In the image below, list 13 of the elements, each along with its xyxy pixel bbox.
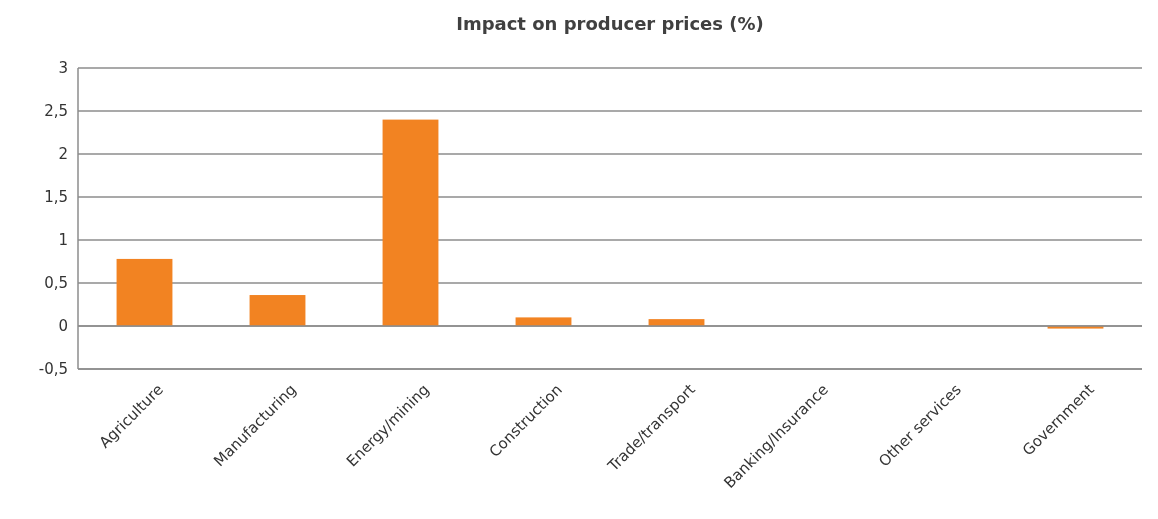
y-tick-label: 1 (58, 231, 68, 250)
y-tick-label: 2 (58, 145, 68, 164)
y-tick-label: 3 (58, 59, 68, 78)
bar (116, 258, 173, 326)
bar (249, 295, 306, 326)
bar (515, 317, 572, 326)
chart-title: Impact on producer prices (%) (456, 13, 764, 34)
y-tick-label: 2,5 (44, 102, 68, 121)
y-tick-label: 0 (58, 317, 68, 336)
y-tick-label: 1,5 (44, 188, 68, 207)
y-tick-label: 0,5 (44, 274, 68, 293)
bar (382, 119, 439, 326)
y-tick-label: -0,5 (38, 360, 68, 379)
